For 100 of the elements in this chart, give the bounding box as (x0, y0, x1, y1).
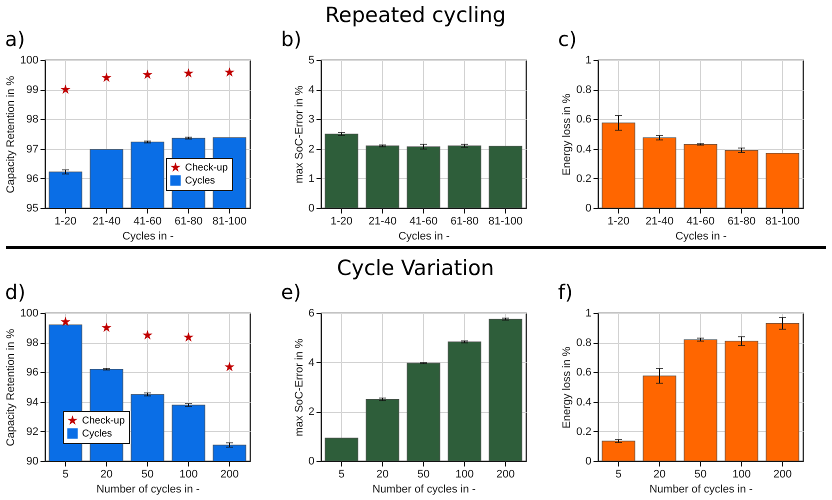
bar (724, 150, 758, 208)
point (102, 322, 112, 332)
y-tick-label: 0 (308, 202, 314, 214)
y-tick-label: 0 (585, 202, 592, 214)
x-tick-label: 81-100 (765, 216, 800, 228)
x-tick-label: 61-80 (174, 216, 203, 228)
y-tick-label: 0.2 (576, 426, 592, 438)
y-axis-title: Energy loss in % (561, 346, 574, 428)
x-tick-label: 5 (615, 468, 622, 480)
y-tick-label: 100 (20, 54, 38, 66)
x-axis-title: Number of cycles in - (372, 484, 476, 496)
x-tick-label: 100 (732, 468, 751, 480)
bar (684, 339, 718, 461)
y-tick-label: 6 (308, 308, 314, 320)
y-tick-label: 0.8 (576, 84, 592, 96)
bar (366, 399, 400, 461)
chart-title: f) (558, 280, 573, 304)
y-tick-label: 94 (26, 396, 38, 408)
point (184, 68, 194, 78)
x-tick-label: 200 (496, 468, 515, 480)
bar (324, 438, 358, 461)
x-axis-title: Cycles in - (398, 230, 450, 242)
bar (766, 323, 800, 461)
y-tick-label: 0.4 (576, 143, 592, 156)
point (102, 72, 112, 82)
x-tick-label: 41-60 (409, 216, 438, 228)
x-tick-label: 81-100 (212, 216, 247, 228)
bar (642, 137, 676, 208)
y-tick-label: 4 (308, 84, 314, 96)
y-tick-label: 0.2 (576, 172, 592, 185)
chart-title: b) (281, 27, 302, 51)
bar (448, 146, 482, 208)
bar (766, 152, 800, 208)
x-axis-title: Cycles in - (675, 230, 728, 242)
y-tick-label: 1 (585, 54, 592, 66)
x-tick-label: 21-40 (92, 216, 121, 228)
y-axis-title: Energy loss in % (561, 93, 574, 176)
y-tick-label: 96 (26, 172, 38, 185)
bar (684, 144, 718, 208)
bar (602, 122, 636, 208)
x-tick-label: 200 (773, 468, 792, 480)
point (184, 332, 194, 342)
x-axis-title: Number of cycles in - (649, 484, 753, 496)
bar (602, 440, 636, 461)
bar (642, 376, 676, 461)
text: Cycle Variation (336, 256, 494, 280)
chart-title: a) (5, 27, 26, 51)
x-tick-label: 61-80 (450, 216, 479, 228)
x-tick-label: 81-100 (488, 216, 523, 228)
y-tick-label: 0 (308, 456, 314, 468)
x-tick-label: 1-20 (54, 216, 77, 228)
point (142, 330, 152, 340)
x-tick-label: 41-60 (133, 216, 162, 228)
x-tick-label: 1-20 (607, 216, 630, 228)
x-tick-label: 5 (338, 468, 345, 480)
bar (406, 362, 440, 461)
y-tick-label: 1 (308, 172, 314, 185)
y-tick-label: 92 (26, 426, 38, 438)
bar (366, 146, 400, 208)
y-tick-label: 5 (308, 54, 314, 66)
x-tick-label: 200 (220, 468, 239, 480)
x-axis-title: Number of cycles in - (96, 484, 200, 496)
y-tick-label: 0.6 (576, 366, 592, 379)
y-tick-label: 0.8 (576, 337, 592, 350)
y-axis-title: max SoC-Error in % (293, 85, 306, 184)
x-tick-label: 50 (694, 468, 707, 480)
chart-title: c) (558, 27, 577, 51)
point (60, 84, 70, 94)
bar (324, 134, 358, 208)
y-tick-label: 99 (26, 84, 38, 96)
chart-title: d) (5, 280, 26, 304)
legend-label: Cycles (82, 428, 112, 440)
legend-label: Cycles (185, 176, 216, 186)
y-tick-label: 100 (20, 308, 38, 320)
bar (724, 340, 758, 461)
y-axis-title: Capacity Retention in % (5, 76, 18, 194)
x-tick-label: 61-80 (727, 216, 756, 228)
legend-label: Check-up (185, 162, 228, 174)
bar (488, 318, 522, 461)
x-tick-label: 20 (100, 468, 113, 480)
y-tick-label: 0 (585, 456, 592, 468)
x-tick-label: 50 (417, 468, 430, 480)
y-axis-title: max SoC-Error in % (293, 338, 306, 436)
point (60, 316, 70, 326)
x-tick-label: 1-20 (330, 216, 353, 228)
point (224, 362, 234, 372)
x-tick-label: 20 (653, 468, 666, 480)
y-tick-label: 98 (26, 114, 38, 126)
x-tick-label: 100 (455, 468, 474, 480)
y-tick-label: 90 (26, 456, 38, 468)
point (142, 70, 152, 80)
legend-label: Check-up (82, 416, 126, 426)
x-tick-label: 21-40 (645, 216, 674, 228)
text: Repeated cycling (325, 3, 506, 27)
x-tick-label: 41-60 (686, 216, 715, 228)
bar (488, 146, 522, 208)
y-axis-title: Capacity Retention in % (5, 328, 18, 446)
y-tick-label: 2 (308, 143, 314, 156)
y-tick-label: 97 (26, 143, 38, 156)
bar (406, 146, 440, 208)
